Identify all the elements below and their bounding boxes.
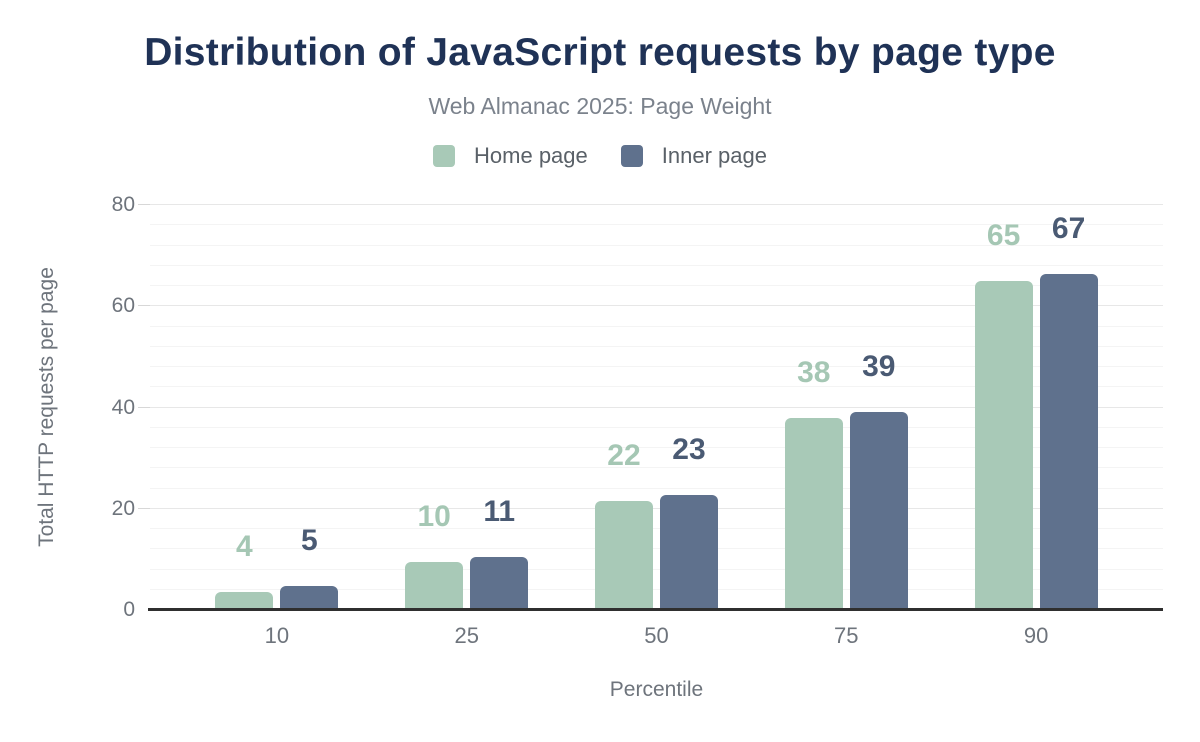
plot-area: 0 20 40 60 80 4 5 10 10 11 25 22 23 50 38 39 75 65 67 90 xyxy=(112,193,1163,648)
minor-gridline xyxy=(150,426,1163,428)
minor-gridline xyxy=(150,244,1163,246)
bar-groups: 4 5 10 10 11 25 22 23 50 38 39 75 65 67 90 xyxy=(150,205,1163,648)
bar-home-page[interactable]: 4 xyxy=(215,531,274,610)
x-tick-label: 90 xyxy=(1023,623,1049,648)
minor-gridline xyxy=(150,366,1163,367)
y-tick-label: 40 xyxy=(111,395,135,419)
bar-inner-page[interactable]: 23 xyxy=(659,435,718,610)
bar-value-label: 67 xyxy=(1051,211,1086,245)
bar-value-label: 65 xyxy=(986,219,1021,253)
bar-group: 22 23 50 xyxy=(562,205,752,648)
bar-home-page[interactable]: 38 xyxy=(784,358,843,610)
bar-group: 65 67 90 xyxy=(941,205,1131,648)
chart-title: Distribution of JavaScript requests by p… xyxy=(144,31,1056,74)
legend-swatch-icon xyxy=(433,145,456,167)
y-axis-title: Total HTTP requests per page xyxy=(35,267,58,547)
legend-item-home-page[interactable]: Home page xyxy=(433,143,588,169)
bar-value-label: 4 xyxy=(236,529,253,563)
bar-home-page[interactable]: 10 xyxy=(405,501,464,610)
legend-item-inner-page[interactable]: Inner page xyxy=(620,143,767,169)
legend-label: Home page xyxy=(474,143,588,168)
y-tick-label: 80 xyxy=(111,193,135,216)
bar-value-label: 11 xyxy=(483,494,516,528)
chart-subtitle: Web Almanac 2025: Page Weight xyxy=(428,93,772,119)
bar-inner-page[interactable]: 5 xyxy=(280,525,339,610)
minor-gridline xyxy=(150,528,1163,529)
y-tick-mark xyxy=(138,406,150,408)
major-gridline xyxy=(150,204,1163,205)
major-gridline xyxy=(150,406,1163,408)
minor-gridline xyxy=(150,345,1163,347)
minor-gridline xyxy=(150,447,1163,448)
major-gridline xyxy=(150,305,1163,307)
bar-inner-page[interactable]: 67 xyxy=(1039,213,1098,610)
bar-home-page[interactable]: 22 xyxy=(594,441,653,610)
x-tick-label: 50 xyxy=(644,623,669,648)
minor-gridline xyxy=(150,224,1163,226)
y-tick-mark xyxy=(138,507,150,509)
x-tick-label: 10 xyxy=(264,623,290,648)
bar-value-label: 10 xyxy=(417,499,451,533)
bar-value-label: 23 xyxy=(672,433,706,467)
bar-group: 4 5 10 xyxy=(182,205,372,648)
y-tick-mark xyxy=(138,305,150,307)
bar-group: 38 39 75 xyxy=(751,205,941,648)
bar-inner-page[interactable]: 39 xyxy=(849,351,908,610)
bar-group: 10 11 25 xyxy=(372,205,562,648)
bar-value-label: 5 xyxy=(301,523,318,557)
bar-home-page[interactable]: 65 xyxy=(974,221,1033,610)
legend-swatch-icon xyxy=(620,145,643,167)
legend: Home page Inner page xyxy=(0,143,1200,169)
minor-gridline xyxy=(150,548,1163,550)
major-gridline xyxy=(150,507,1163,509)
legend-label: Inner page xyxy=(661,143,767,168)
x-axis-title: Percentile xyxy=(609,678,704,701)
y-tick-label: 60 xyxy=(111,294,135,318)
x-tick-label: 25 xyxy=(454,623,479,648)
minor-gridline xyxy=(150,325,1163,327)
bar-value-label: 39 xyxy=(862,349,896,383)
minor-gridline xyxy=(150,264,1163,266)
minor-gridline xyxy=(150,467,1163,469)
x-axis-line xyxy=(148,608,1163,611)
y-tick-label: 0 xyxy=(123,598,135,621)
minor-gridline xyxy=(150,285,1163,286)
minor-gridline xyxy=(150,568,1163,570)
y-tick-mark xyxy=(138,204,150,205)
bar-inner-page[interactable]: 11 xyxy=(470,496,529,610)
minor-gridline xyxy=(150,588,1163,590)
minor-gridline xyxy=(150,487,1163,489)
bar-value-label: 38 xyxy=(797,356,831,390)
minor-gridline xyxy=(150,386,1163,388)
y-tick-label: 20 xyxy=(111,496,135,520)
x-tick-label: 75 xyxy=(834,623,859,648)
bar-value-label: 22 xyxy=(607,439,641,473)
